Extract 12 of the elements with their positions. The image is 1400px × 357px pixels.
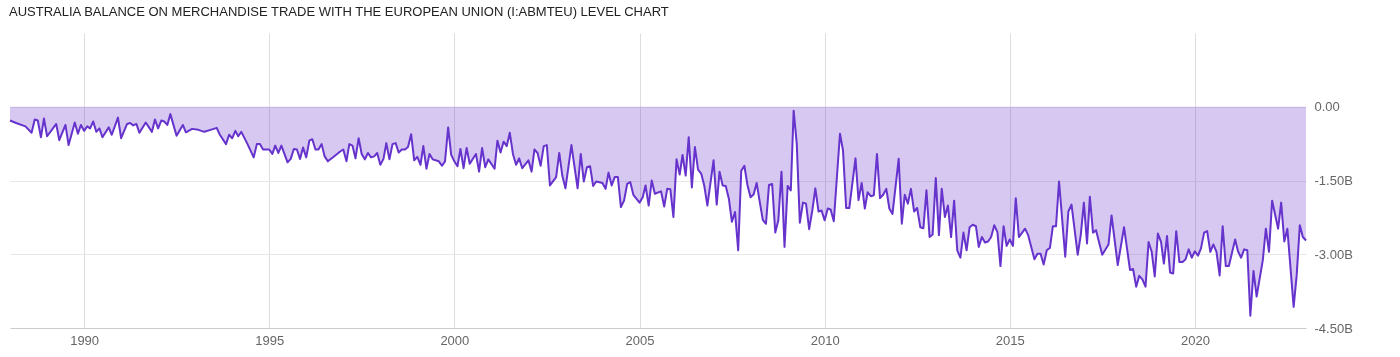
x-tick-label: 2010	[810, 332, 840, 348]
x-tick-label: 2015	[995, 332, 1025, 348]
x-tick-label: 1995	[255, 332, 285, 348]
y-tick-label: -1.50B	[1314, 173, 1353, 188]
y-tick-label: -4.50B	[1314, 320, 1353, 336]
x-tick-label: 2020	[1180, 332, 1210, 348]
x-tick-label: 2005	[625, 332, 655, 348]
chart-title: AUSTRALIA BALANCE ON MERCHANDISE TRADE WITH THE EUROPEAN UNION (I:ABMTEU) LEVEL CHART	[9, 4, 669, 19]
x-tick-label: 1990	[70, 332, 100, 348]
y-tick-label: 0.00	[1314, 99, 1340, 115]
x-tick-label: 2000	[440, 332, 470, 348]
y-tick-label: -3.00B	[1314, 246, 1353, 262]
